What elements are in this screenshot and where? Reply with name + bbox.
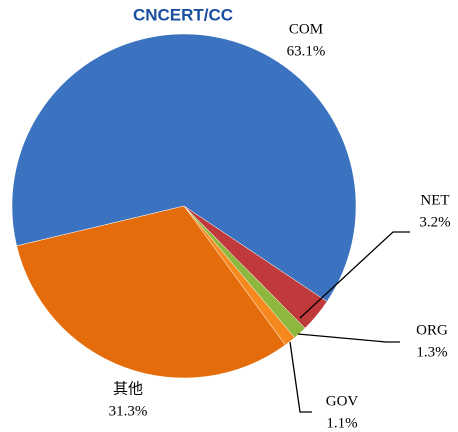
value-label: 1.3%: [416, 344, 447, 360]
leader-line: [289, 341, 312, 413]
slice-label: COM: [289, 21, 323, 37]
value-label: 63.1%: [287, 43, 326, 59]
leader-line: [297, 333, 400, 343]
slice-label: GOV: [326, 393, 359, 409]
value-label: 1.1%: [326, 415, 357, 431]
slice-label: ORG: [416, 322, 448, 338]
pie-slice: [16, 205, 286, 379]
value-label: 31.3%: [109, 403, 148, 419]
logo: CNCERT/CC: [133, 5, 233, 24]
value-label: 3.2%: [419, 214, 450, 230]
pie-slice: [11, 33, 357, 302]
leader-line: [299, 231, 410, 319]
slice-label: NET: [420, 192, 449, 208]
slice-label: 其他: [113, 380, 143, 397]
